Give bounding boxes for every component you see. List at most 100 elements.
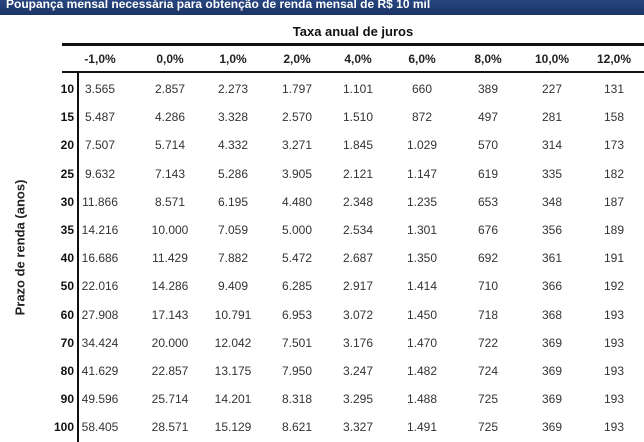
table-cell: 369 — [541, 364, 563, 378]
table-cell: 187 — [603, 194, 625, 209]
table-cell: 2.687 — [342, 251, 374, 266]
table-cell: 7.059 — [217, 223, 249, 237]
table-cell: 5.714 — [154, 138, 186, 153]
table-cell: 1.470 — [406, 335, 438, 350]
table-cell: 11.429 — [152, 251, 188, 266]
table-cell: 193 — [603, 364, 625, 378]
table-cell: 193 — [603, 335, 625, 350]
table-cell: 368 — [541, 307, 563, 322]
table-cell: 10.791 — [214, 307, 252, 322]
table-cell: 27.908 — [81, 307, 119, 322]
table-cell: 2.917 — [342, 279, 374, 294]
table-cell: 281 — [541, 110, 563, 125]
table-cell: 3.176 — [342, 335, 374, 350]
table-cell: 8.621 — [281, 420, 313, 435]
table-cell: 227 — [541, 82, 563, 96]
row-label: 15 — [60, 110, 74, 125]
table-cell: 3.328 — [217, 110, 249, 125]
row-label: 60 — [60, 307, 74, 322]
table-cell: 389 — [477, 82, 499, 96]
table-cell: 193 — [603, 307, 625, 322]
table-cell: 5.286 — [217, 166, 249, 181]
table-cell: 692 — [477, 251, 499, 266]
table-cell: 5.487 — [84, 110, 116, 125]
table-cell: 676 — [477, 223, 499, 237]
table-cell: 22.857 — [151, 364, 189, 378]
table-cell: 22.016 — [81, 279, 119, 294]
table-cell: 15.129 — [214, 420, 252, 435]
table-cell: 13.175 — [214, 364, 252, 378]
table-cell: 356 — [541, 223, 563, 237]
table-cell: 369 — [541, 420, 563, 435]
row-label: 30 — [60, 194, 74, 209]
table-cell: 8.318 — [281, 392, 313, 407]
table-cell: 1.482 — [406, 364, 438, 378]
table-cell: 41.629 — [81, 364, 119, 378]
table-cell: 2.534 — [342, 223, 374, 237]
table-cell: 173 — [603, 138, 625, 153]
column-header: 4,0% — [344, 52, 372, 66]
table-cell: 653 — [477, 194, 499, 209]
table-cell: 570 — [477, 138, 499, 153]
table-cell: 335 — [541, 166, 563, 181]
row-label: 20 — [60, 138, 74, 153]
table-cell: 34.424 — [81, 335, 119, 350]
row-label: 10 — [60, 82, 74, 96]
column-header: 12,0% — [596, 52, 632, 66]
table-cell: 2.273 — [217, 82, 249, 96]
table-cell: 158 — [603, 110, 625, 125]
table-cell: 722 — [477, 335, 499, 350]
row-label: 50 — [60, 279, 74, 294]
table-cell: 25.714 — [151, 392, 189, 407]
row-label-divider — [77, 72, 79, 442]
table-cell: 1.491 — [406, 420, 438, 435]
table-cell: 3.905 — [281, 166, 313, 181]
table-cell: 1.414 — [406, 279, 438, 294]
table-cell: 725 — [477, 420, 499, 435]
table-cell: 1.029 — [406, 138, 438, 153]
table-cell: 4.480 — [281, 194, 313, 209]
table-cell: 12.042 — [214, 335, 252, 350]
column-header-rule — [62, 71, 644, 73]
table-cell: 1.350 — [406, 251, 438, 266]
row-label: 35 — [60, 223, 74, 237]
table-cell: 718 — [477, 307, 499, 322]
table-cell: 1.845 — [342, 138, 374, 153]
table-cell: 7.501 — [281, 335, 313, 350]
table-cell: 725 — [477, 392, 499, 407]
table-cell: 3.565 — [84, 82, 116, 96]
table-cell: 7.950 — [281, 364, 313, 378]
table-cell: 1.101 — [342, 82, 374, 96]
table-cell: 193 — [603, 392, 625, 407]
table-cell: 2.348 — [342, 194, 374, 209]
table-cell: 1.797 — [281, 82, 313, 96]
table-cell: 872 — [411, 110, 433, 125]
table-cell: 20.000 — [151, 335, 189, 350]
column-header: 8,0% — [474, 52, 502, 66]
table-cell: 8.571 — [154, 194, 186, 209]
table-cell: 3.247 — [342, 364, 374, 378]
table-cell: 17.143 — [151, 307, 189, 322]
table-cell: 5.000 — [281, 223, 313, 237]
column-header: 1,0% — [219, 52, 247, 66]
table-cell: 9.409 — [217, 279, 249, 294]
table-cell: 5.472 — [281, 251, 313, 266]
table-cell: 192 — [603, 279, 625, 294]
table-cell: 1.147 — [406, 166, 438, 181]
table-cell: 4.332 — [217, 138, 249, 153]
row-label: 70 — [60, 335, 74, 350]
table-cell: 4.286 — [154, 110, 186, 125]
table-cell: 619 — [477, 166, 499, 181]
table-cell: 49.596 — [81, 392, 119, 407]
table-cell: 1.488 — [406, 392, 438, 407]
table-cell: 9.632 — [84, 166, 116, 181]
table-cell: 131 — [603, 82, 625, 96]
row-group-label: Prazo de renda (anos) — [12, 179, 28, 316]
table-cell: 497 — [477, 110, 499, 125]
table-cell: 7.143 — [154, 166, 186, 181]
row-label: 100 — [53, 420, 74, 435]
table-cell: 1.510 — [342, 110, 374, 125]
table-cell: 3.295 — [342, 392, 374, 407]
column-group-label: Taxa anual de juros — [292, 24, 414, 39]
table-cell: 193 — [603, 420, 625, 435]
